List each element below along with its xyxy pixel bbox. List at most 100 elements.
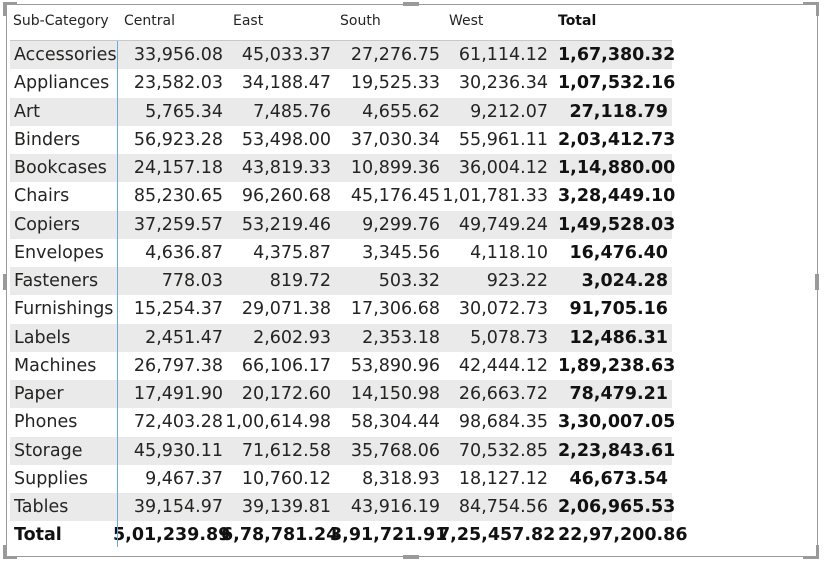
row-header-label: Paper xyxy=(14,384,64,404)
value-cell: 5,765.34 xyxy=(145,101,223,122)
row-header-divider xyxy=(117,41,118,547)
table-row[interactable]: Tables 39,154.97 39,139.81 43,916.19 84,754.… xyxy=(10,493,675,522)
value-cell: 26,797.38 xyxy=(133,355,223,376)
row-header-label: Accessories xyxy=(14,45,117,65)
resize-handle-top-left[interactable] xyxy=(3,2,17,5)
value-cell: 4,375.87 xyxy=(253,242,331,263)
row-total-cell: 1,49,528.03 xyxy=(558,214,676,235)
table-row[interactable]: Copiers 37,259.57 53,219.46 9,299.76 49,749.… xyxy=(10,210,676,239)
value-cell: 45,176.45 xyxy=(350,186,440,207)
value-cell: 503.32 xyxy=(378,271,440,291)
table-row[interactable]: Machines 26,797.38 66,106.17 53,890.96 42,44… xyxy=(10,352,675,380)
value-cell: 6,78,781.24 xyxy=(221,525,339,546)
value-cell: 98,684.35 xyxy=(458,412,548,433)
value-cell: 37,030.34 xyxy=(350,129,440,150)
value-cell: 26,663.72 xyxy=(458,384,548,404)
row-header-label: Bookcases xyxy=(14,158,107,178)
row-total-cell: 2,03,412.73 xyxy=(558,129,676,150)
table-row[interactable]: Paper 17,491.90 20,172.60 14,150.98 26,663.7… xyxy=(10,380,672,409)
value-cell: 10,899.36 xyxy=(350,158,440,178)
value-cell: 19,525.33 xyxy=(350,73,440,94)
row-header-label: Labels xyxy=(14,327,71,348)
column-header-total[interactable]: Total xyxy=(558,13,597,29)
row-total-cell: 78,479.21 xyxy=(569,384,668,404)
value-cell: 923.22 xyxy=(486,271,548,291)
column-header-west[interactable]: West xyxy=(449,13,484,29)
table-row[interactable]: Bookcases 24,157.18 43,819.33 10,899.36 36,0… xyxy=(10,154,676,183)
row-header-label: Envelopes xyxy=(14,242,104,263)
resize-handle-bottom-right-vertical[interactable] xyxy=(816,545,819,559)
table-row[interactable]: Storage 45,930.11 71,612.58 35,768.06 70,532… xyxy=(10,436,676,465)
value-cell: 66,106.17 xyxy=(241,355,331,376)
value-cell: 70,532.85 xyxy=(458,440,548,461)
value-cell: 27,276.75 xyxy=(350,45,440,65)
value-cell: 39,139.81 xyxy=(241,497,331,517)
value-cell: 53,219.46 xyxy=(241,214,331,235)
value-cell: 15,254.37 xyxy=(133,299,223,320)
value-cell: 34,188.47 xyxy=(241,73,331,94)
table-row[interactable]: Appliances 23,582.03 34,188.47 19,525.33 30,… xyxy=(10,69,676,97)
value-cell: 72,403.28 xyxy=(133,412,223,433)
table-row[interactable]: Accessories 33,956.08 45,033.37 27,276.75 61… xyxy=(10,41,676,70)
total-row[interactable]: Total 5,01,239.89 6,78,781.24 3,91,721.91 7,… xyxy=(10,521,688,549)
value-cell: 39,154.97 xyxy=(133,497,223,517)
resize-handle-top[interactable] xyxy=(403,2,419,6)
table-row[interactable]: Fasteners 778.03 819.72 503.32 923.22 3,024.2… xyxy=(10,267,672,296)
table-row[interactable]: Supplies 9,467.37 10,760.12 8,318.93 18,127.… xyxy=(10,465,672,493)
value-cell: 56,923.28 xyxy=(133,129,223,150)
value-cell: 4,636.87 xyxy=(145,242,223,263)
value-cell: 2,353.18 xyxy=(362,327,440,348)
value-cell: 2,451.47 xyxy=(145,327,223,348)
row-total-cell: 3,024.28 xyxy=(581,271,668,291)
resize-handle-bottom[interactable] xyxy=(403,555,419,559)
value-cell: 5,078.73 xyxy=(470,327,548,348)
value-cell: 55,961.11 xyxy=(458,129,548,150)
column-header-south[interactable]: South xyxy=(340,13,381,29)
resize-handle-left[interactable] xyxy=(3,274,7,290)
column-header-east[interactable]: East xyxy=(233,13,264,29)
row-header-label: Binders xyxy=(14,129,81,150)
column-header-sub-category[interactable]: Sub-Category xyxy=(13,13,109,29)
table-row[interactable]: Phones 72,403.28 1,00,614.98 58,304.44 98,68… xyxy=(10,408,675,436)
row-header-label: Copiers xyxy=(14,214,80,235)
resize-handle-right[interactable] xyxy=(815,274,819,290)
value-cell: 9,212.07 xyxy=(470,101,548,122)
row-header-label: Appliances xyxy=(14,73,110,94)
value-cell: 45,033.37 xyxy=(241,45,331,65)
table-row[interactable]: Art 5,765.34 7,485.76 4,655.62 9,212.07 27,11… xyxy=(10,97,672,126)
row-total-cell: 2,23,843.61 xyxy=(558,440,676,461)
value-cell: 53,890.96 xyxy=(350,355,440,376)
table-row[interactable]: Furnishings 15,254.37 29,071.38 17,306.68 30… xyxy=(10,295,672,323)
row-total-cell: 22,97,200.86 xyxy=(558,525,688,546)
value-cell: 2,602.93 xyxy=(253,327,331,348)
resize-handle-top-left-vertical[interactable] xyxy=(3,2,6,16)
row-header-label: Chairs xyxy=(14,186,70,207)
value-cell: 14,150.98 xyxy=(350,384,440,404)
value-cell: 23,582.03 xyxy=(133,73,223,94)
table-row[interactable]: Labels 2,451.47 2,602.93 2,353.18 5,078.73 12… xyxy=(10,323,672,352)
resize-handle-top-right[interactable] xyxy=(803,2,819,5)
row-total-cell: 1,07,532.16 xyxy=(558,73,676,94)
value-cell: 4,118.10 xyxy=(470,242,548,263)
total-row-label: Total xyxy=(14,525,62,546)
resize-handle-bottom-right[interactable] xyxy=(803,556,819,559)
value-cell: 36,004.12 xyxy=(458,158,548,178)
value-cell: 37,259.57 xyxy=(133,214,223,235)
resize-handle-top-right-vertical[interactable] xyxy=(816,2,819,16)
row-total-cell: 1,67,380.32 xyxy=(558,45,676,65)
column-header-central[interactable]: Central xyxy=(124,13,175,29)
value-cell: 17,491.90 xyxy=(133,384,223,404)
resize-handle-bottom-left[interactable] xyxy=(3,556,17,559)
matrix-header-row: Sub-Category Central East South West Tot… xyxy=(10,7,672,41)
value-cell: 84,754.56 xyxy=(458,497,548,517)
table-row[interactable]: Chairs 85,230.65 96,260.68 45,176.45 1,01,78… xyxy=(10,182,675,210)
value-cell: 96,260.68 xyxy=(241,186,331,207)
value-cell: 4,655.62 xyxy=(362,101,440,122)
value-cell: 43,916.19 xyxy=(350,497,440,517)
table-row[interactable]: Envelopes 4,636.87 4,375.87 3,345.56 4,118.1… xyxy=(10,239,672,267)
table-row[interactable]: Binders 56,923.28 53,498.00 37,030.34 55,961… xyxy=(10,126,676,154)
row-total-cell: 1,14,880.00 xyxy=(558,158,676,178)
row-total-cell: 12,486.31 xyxy=(569,327,668,348)
value-cell: 5,01,239.89 xyxy=(113,525,231,546)
resize-handle-bottom-left-vertical[interactable] xyxy=(3,545,6,559)
